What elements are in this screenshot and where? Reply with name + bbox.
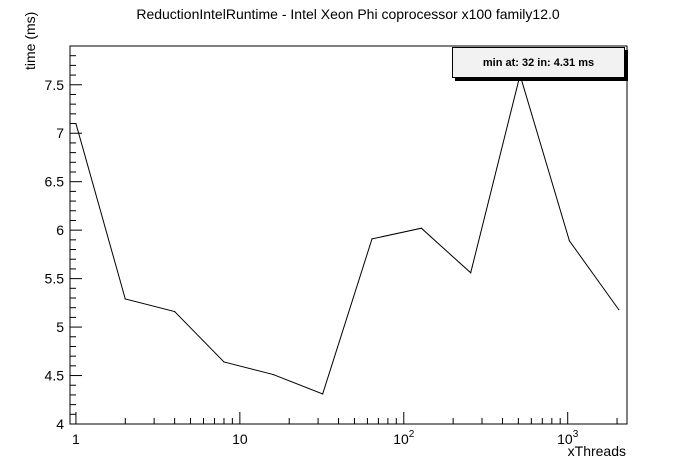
y-tick-label: 5.5	[45, 271, 65, 287]
chart-title: ReductionIntelRuntime - Intel Xeon Phi c…	[136, 6, 560, 22]
data-point	[174, 310, 176, 313]
y-tick-label: 5	[56, 319, 64, 335]
data-point	[618, 309, 620, 311]
y-tick-label: 4.5	[45, 368, 65, 384]
y-tick-label: 7.5	[45, 77, 65, 93]
data-point	[272, 373, 274, 376]
y-tick-label: 7	[56, 125, 64, 141]
x-tick-label: 1	[72, 431, 80, 447]
data-point	[223, 361, 225, 363]
x-tick-label: 10	[232, 431, 248, 447]
min-annotation: min at: 32 in: 4.31 ms	[452, 47, 625, 78]
data-point	[124, 298, 126, 300]
y-tick-label: 6.5	[45, 174, 65, 190]
y-axis-label: time (ms)	[22, 11, 38, 70]
y-tick-label: 6	[56, 222, 64, 238]
axes	[69, 45, 628, 425]
series-group	[75, 73, 620, 395]
ticks: 44.555.566.577.51 10 102 103	[45, 45, 618, 447]
data-point	[420, 227, 422, 229]
data-point	[322, 393, 324, 395]
data-point	[75, 122, 77, 125]
y-tick-label: 4	[56, 416, 64, 432]
x-axis-label: xThreads	[567, 443, 626, 459]
data-point	[371, 238, 373, 240]
series-line	[75, 73, 620, 395]
x-tick-label: 102	[393, 429, 415, 447]
data-point	[470, 272, 472, 274]
plot-frame	[69, 45, 628, 425]
data-point	[568, 240, 570, 242]
